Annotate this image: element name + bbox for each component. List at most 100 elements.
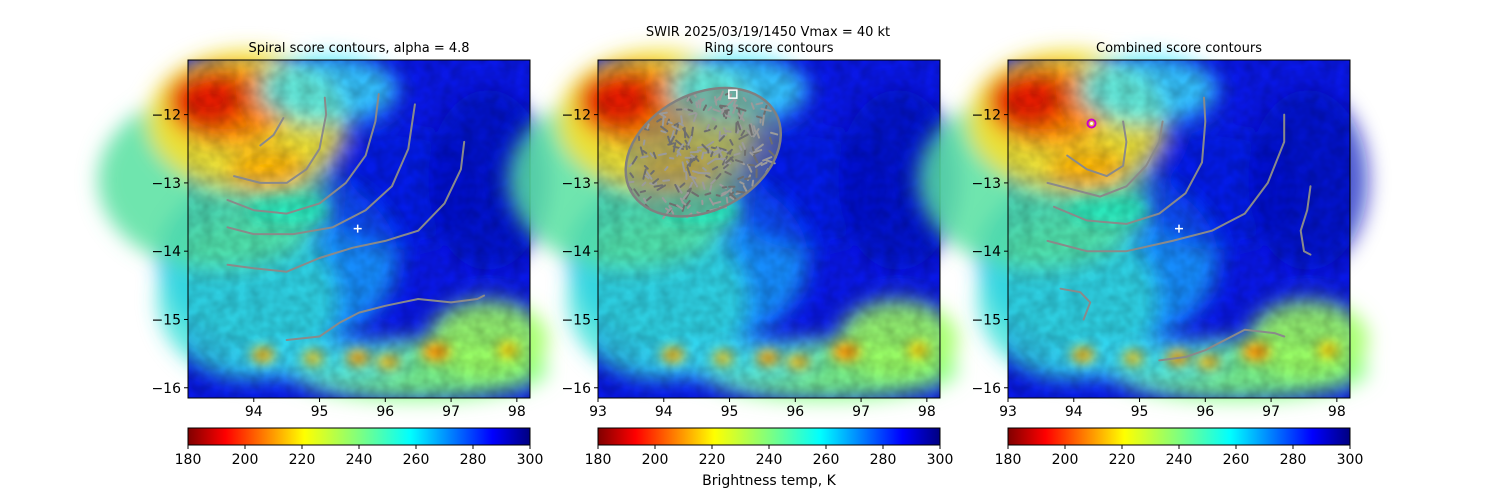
colorbar-tick-label: 280 <box>870 452 897 468</box>
ring-contour-fragment <box>760 161 768 166</box>
ring-contour-fragment <box>743 147 747 156</box>
ring-contour-fragment <box>671 125 681 131</box>
ring-contour-fragment <box>687 108 694 112</box>
ring-contour-fragment <box>686 158 696 167</box>
y-tick-label: −16 <box>561 381 591 397</box>
x-tick-label: 98 <box>1328 404 1346 420</box>
ring-contour-fragment <box>728 185 736 188</box>
ring-contour-fragment <box>759 117 762 124</box>
ring-contour-fragment <box>695 157 700 163</box>
ring-contour-fragment <box>685 199 691 207</box>
ring-contour-fragment <box>705 174 711 179</box>
ring-contour-fragment <box>729 195 735 201</box>
contour-line <box>1046 113 1286 253</box>
ring-contour-fragment <box>737 175 745 180</box>
ring-contour-fragment <box>734 159 744 164</box>
center-markers <box>728 89 738 99</box>
contour-line <box>1299 185 1312 256</box>
ring-contour-fragment <box>756 115 763 119</box>
ring-contour-fragment <box>702 167 707 172</box>
ring-contour-fragment <box>679 197 685 204</box>
ring-contour-fragment <box>711 200 722 205</box>
ring-contour-fragment <box>724 170 732 176</box>
y-tick-label: −14 <box>151 244 181 260</box>
ring-contour-fragment <box>678 122 685 127</box>
ring-contour-fragment <box>644 128 650 131</box>
colorbar-tick-label: 260 <box>1223 452 1250 468</box>
ring-contour-fragment <box>720 109 725 115</box>
combined-center-circle-marker <box>1086 118 1097 129</box>
ring-contour-fragment <box>739 111 745 121</box>
ring-contour-fragment <box>672 145 684 150</box>
contour-line <box>285 294 485 341</box>
ring-contour-fragment <box>704 140 715 148</box>
ring-contour-fragment <box>633 188 640 197</box>
ring-contour-fragment <box>709 184 713 192</box>
contour-line <box>226 140 466 273</box>
ring-contour-fragment <box>646 123 650 130</box>
ring-contour-fragment <box>769 131 779 136</box>
ring-contour-fragment <box>742 96 747 102</box>
ring-contour-fragment <box>733 152 741 156</box>
ring-contour-fragment <box>752 125 757 133</box>
ring-contour-fragment <box>754 143 764 151</box>
ring-center-square-marker <box>728 89 738 99</box>
ring-contour-fragment <box>657 152 667 157</box>
ring-contour-fragment <box>656 184 667 191</box>
axis-ticks-combined: 93 94 95 96 97 98 −12 −13 −14 −15 −16 <box>971 108 1345 420</box>
colorbar-tick-label: 220 <box>699 452 726 468</box>
ring-contour-fragment <box>700 151 705 160</box>
ring-contour-fragment <box>689 150 700 154</box>
figure-suptitle: SWIR 2025/03/19/1450 Vmax = 40 kt <box>646 25 890 40</box>
y-tick-label: −16 <box>151 381 181 397</box>
ring-contour-fragment <box>736 120 742 131</box>
ring-contour-fragment <box>675 184 683 194</box>
y-tick-label: −12 <box>561 108 591 124</box>
y-tick-label: −14 <box>971 244 1001 260</box>
ring-contour-fragment <box>649 182 655 186</box>
contour-line <box>1053 96 1207 225</box>
ring-contour-fragment <box>684 156 693 159</box>
ring-contour-fragment <box>686 166 692 178</box>
ring-contour-fragment <box>719 104 728 108</box>
ring-contour-fragment <box>720 106 728 112</box>
spiral-contours <box>226 93 485 341</box>
ring-contour-fragment <box>691 191 700 198</box>
ring-contour-fragment <box>659 111 668 115</box>
ring-contour-fragment <box>713 96 718 106</box>
ring-contour-fragment <box>668 156 675 160</box>
ring-contour-fragment <box>696 146 704 149</box>
ring-contour-fragment <box>676 204 684 210</box>
colorbar-tick-label: 200 <box>1052 452 1079 468</box>
ring-contour-fragment <box>704 192 712 196</box>
colorbar-tick-label: 220 <box>1109 452 1136 468</box>
ring-contour-fragment <box>725 196 729 204</box>
ring-contour-fragment <box>667 135 672 144</box>
y-tick-label: −14 <box>561 244 591 260</box>
ring-contour-fragment <box>642 150 648 155</box>
ring-contour-fragment <box>744 177 752 180</box>
ring-contour-fragment <box>732 100 737 108</box>
ring-contour-fragment <box>719 133 728 138</box>
ring-contour-fragment <box>688 181 694 189</box>
ring-contour-fragment <box>729 192 737 200</box>
combined-center-dot <box>1090 122 1094 126</box>
contour-line <box>1066 120 1128 178</box>
ring-contour-fragment <box>643 165 649 170</box>
ring-contour-fragment <box>642 139 646 146</box>
ring-contour-fragment <box>740 129 746 137</box>
colorbar-tick-label: 180 <box>175 452 202 468</box>
ring-contour-fragment <box>724 109 730 112</box>
center-markers <box>353 224 362 233</box>
x-tick-label: 95 <box>721 404 739 420</box>
ring-contour-fragment <box>675 108 683 111</box>
ring-contour-fragment <box>713 125 718 130</box>
x-tick-label: 94 <box>1065 404 1083 420</box>
ring-contour-fragment <box>706 157 717 165</box>
colorbar-combined: 180 200 220 240 260 280 300 <box>995 427 1363 468</box>
ring-contour-fragment <box>629 172 635 179</box>
ring-contour-fragment <box>756 130 761 139</box>
axes-frame <box>1007 59 1351 399</box>
ring-contour-fragment <box>676 151 680 157</box>
ring-contour-fragment <box>710 151 714 158</box>
